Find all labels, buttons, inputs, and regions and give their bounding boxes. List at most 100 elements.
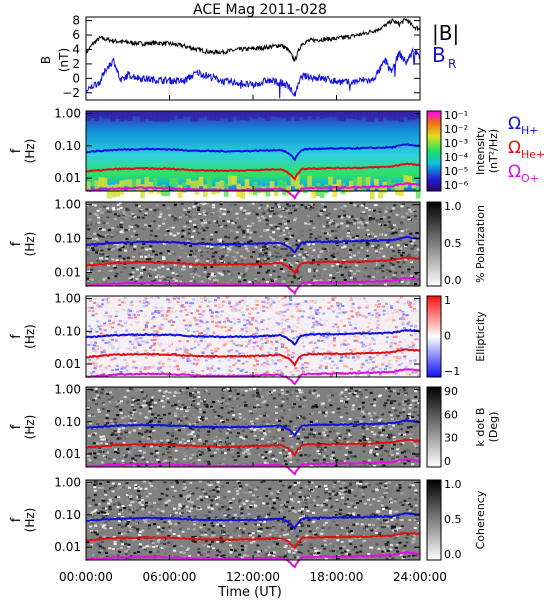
texture-cell xyxy=(125,523,129,526)
texture-cell xyxy=(165,430,169,433)
texture-cell xyxy=(307,300,311,303)
texture-cell xyxy=(119,206,123,209)
texture-cell xyxy=(213,436,217,439)
texture-cell xyxy=(288,296,292,299)
texture-cell xyxy=(163,316,167,319)
colorbar-tick-label: 10⁻⁵ xyxy=(444,165,468,178)
texture-cell xyxy=(149,404,153,407)
texture-cell xyxy=(199,316,202,318)
texture-cell xyxy=(206,260,209,263)
texture-cell xyxy=(290,415,294,418)
texture-cell xyxy=(402,433,406,436)
texture-cell xyxy=(253,279,257,282)
f-axis-label: f xyxy=(9,241,24,246)
texture-cell xyxy=(160,343,164,345)
texture-cell xyxy=(359,500,362,503)
texture-cell xyxy=(213,261,217,264)
texture-cell xyxy=(402,216,406,219)
texture-cell xyxy=(93,260,97,263)
texture-cell xyxy=(321,347,325,350)
texture-cell xyxy=(324,367,328,370)
texture-cell xyxy=(393,204,397,207)
texture-cell xyxy=(289,394,293,396)
texture-cell xyxy=(341,395,345,398)
texture-cell xyxy=(129,323,133,326)
texture-cell xyxy=(179,400,183,403)
texture-cell xyxy=(141,436,145,439)
texture-cell xyxy=(153,335,156,338)
texture-cell xyxy=(407,433,411,436)
texture-cell xyxy=(338,435,342,438)
texture-cell xyxy=(306,303,310,306)
texture-cell xyxy=(391,447,394,450)
texture-cell xyxy=(381,305,385,308)
texture-cell xyxy=(128,340,132,343)
texture-cell xyxy=(233,357,236,360)
texture-cell xyxy=(365,244,369,247)
texture-cell xyxy=(320,436,324,439)
texture-cell xyxy=(317,373,320,376)
texture-cell xyxy=(244,455,248,458)
texture-cell xyxy=(174,511,178,514)
texture-cell xyxy=(89,222,93,225)
texture-cell xyxy=(142,268,146,271)
texture-cell xyxy=(341,373,344,376)
texture-cell xyxy=(235,303,239,306)
texture-cell xyxy=(311,317,315,320)
texture-cell xyxy=(272,440,276,443)
texture-cell xyxy=(269,223,273,226)
gyro-legend-O+: Ω xyxy=(508,162,521,182)
texture-cell xyxy=(112,264,116,267)
texture-cell xyxy=(187,351,191,353)
texture-cell xyxy=(308,454,312,457)
texture-cell xyxy=(210,447,214,450)
texture-cell xyxy=(98,227,102,230)
texture-cell xyxy=(334,236,338,239)
texture-cell xyxy=(400,351,404,354)
texture-cell xyxy=(221,389,225,392)
texture-cell xyxy=(87,228,91,231)
texture-cell xyxy=(139,370,143,373)
texture-cell xyxy=(201,416,205,419)
texture-cell xyxy=(156,296,160,299)
texture-cell xyxy=(333,296,337,299)
texture-cell xyxy=(283,269,287,272)
texture-cell xyxy=(382,356,386,359)
texture-cell xyxy=(118,509,122,512)
texture-cell xyxy=(197,391,201,394)
texture-cell xyxy=(306,362,310,365)
texture-cell xyxy=(234,258,238,261)
texture-cell xyxy=(206,327,210,330)
texture-cell xyxy=(312,222,315,225)
texture-cell xyxy=(131,314,134,317)
texture-cell xyxy=(336,270,340,273)
texture-cell xyxy=(153,440,157,443)
texture-cell xyxy=(122,210,126,213)
texture-cell xyxy=(324,414,328,417)
texture-cell xyxy=(397,524,401,527)
texture-cell xyxy=(228,365,232,368)
texture-cell xyxy=(308,552,312,555)
texture-cell xyxy=(111,432,115,435)
texture-cell xyxy=(400,347,404,350)
texture-cell xyxy=(171,356,175,359)
intensity-cell xyxy=(211,186,216,195)
texture-cell xyxy=(243,209,247,212)
texture-cell xyxy=(198,446,202,449)
texture-cell xyxy=(187,226,191,229)
texture-cell xyxy=(141,456,145,459)
texture-cell xyxy=(325,319,329,322)
texture-cell xyxy=(266,212,270,215)
texture-cell xyxy=(171,310,175,313)
texture-cell xyxy=(111,423,115,425)
texture-cell xyxy=(152,250,156,253)
texture-cell xyxy=(234,362,238,365)
texture-cell xyxy=(366,305,369,308)
texture-cell xyxy=(413,210,417,212)
texture-cell xyxy=(143,368,147,371)
texture-cell xyxy=(201,351,205,354)
texture-cell xyxy=(185,301,188,304)
texture-cell xyxy=(233,459,237,462)
texture-cell xyxy=(343,364,346,367)
